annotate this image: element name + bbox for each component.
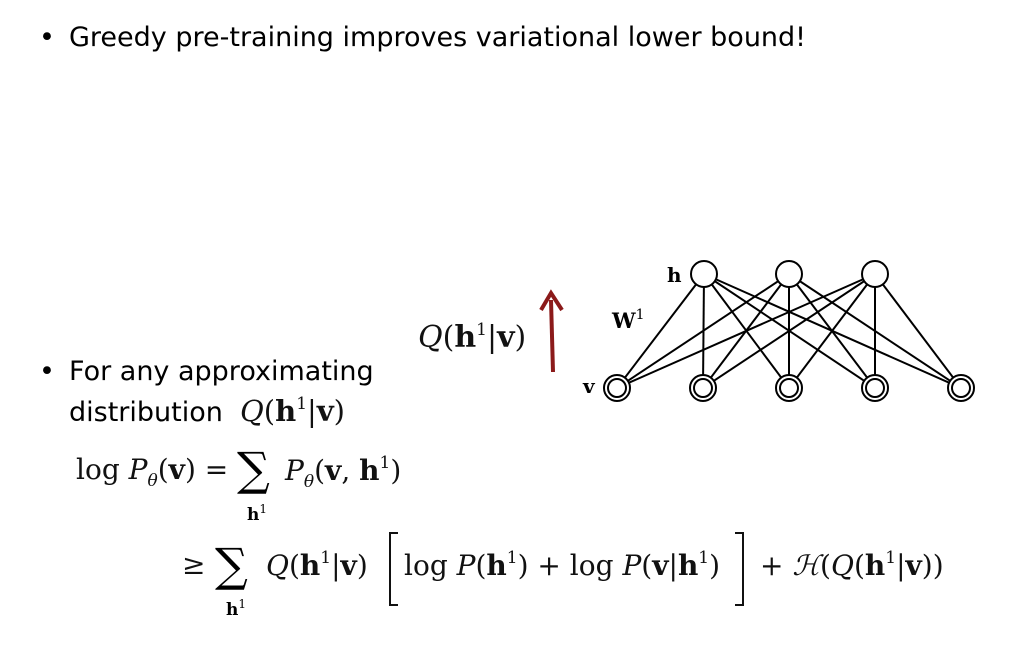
label-hidden: h — [667, 263, 682, 287]
equation-log-likelihood: log Pθ(v) = — [76, 453, 229, 491]
bullet-text: Greedy pre-training improves variational… — [69, 22, 807, 53]
equation-joint: Pθ(v, h1) — [285, 453, 402, 492]
hidden-unit-2 — [775, 260, 803, 288]
bullet-text-line2: distribution — [69, 397, 223, 428]
label-visible: v — [582, 374, 596, 398]
math-q-inline: Q(h1|v) — [240, 394, 345, 428]
upward-arrow-icon — [539, 289, 564, 373]
bullet-dot: • — [39, 356, 55, 387]
equation-entropy: + ℋ(Q(h1|v)) — [760, 548, 944, 582]
bullet-text-line1: For any approximating — [69, 356, 374, 387]
sum-symbol: ∑ — [237, 442, 270, 496]
visible-unit-3 — [775, 374, 803, 402]
bullet-dot: • — [39, 22, 55, 53]
sum-index-2: h1 — [226, 597, 247, 620]
label-weights-sup: 1 — [636, 307, 645, 323]
label-weights: W1 — [611, 307, 645, 333]
left-bracket — [389, 532, 398, 606]
sum-index: h1 — [247, 502, 268, 525]
visible-unit-2 — [689, 374, 717, 402]
hidden-unit-3 — [861, 260, 889, 288]
right-bracket — [735, 532, 744, 606]
visible-unit-4 — [861, 374, 889, 402]
equation-lower-bound: Q(h1|v) — [266, 548, 368, 582]
label-weights-main: W — [611, 308, 636, 333]
inequality-sign: ≥ — [182, 548, 206, 581]
visible-unit-1 — [603, 374, 631, 402]
math-q-arrow-label: Q(h1|v) — [418, 320, 527, 355]
hidden-unit-1 — [690, 260, 718, 288]
sum-symbol-2: ∑ — [215, 538, 248, 592]
equation-bracket-content: log P(h1) + log P(v|h1) — [404, 548, 721, 582]
network-edges — [616, 273, 962, 389]
bullet-greedy-pretraining: • Greedy pre-training improves variation… — [39, 18, 807, 58]
visible-units — [603, 374, 975, 402]
hidden-units — [690, 260, 889, 288]
visible-unit-5 — [947, 374, 975, 402]
bullet-approx-distribution: • For any approximating — [39, 352, 374, 392]
bullet-approx-distribution-line2: distribution — [69, 393, 223, 433]
